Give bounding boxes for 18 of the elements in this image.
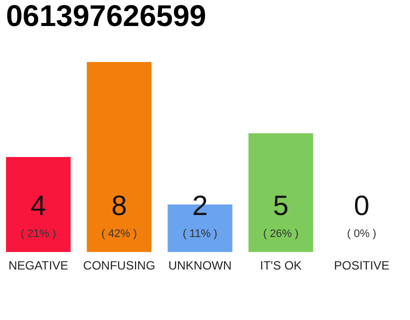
x-tick-label: POSITIVE [334, 258, 390, 272]
annotation: ( 11% ) [182, 228, 218, 240]
bar [248, 133, 314, 252]
data-label: 4 [30, 190, 46, 221]
data-label: 5 [273, 190, 289, 221]
x-tick-label: NEGATIVE [8, 258, 68, 272]
chart-title: 061397626599 [6, 0, 206, 33]
data-label: 0 [354, 190, 370, 221]
annotation: ( 42% ) [101, 228, 137, 240]
data-label: 8 [111, 190, 127, 221]
x-tick-label: IT'S OK [260, 258, 302, 272]
x-tick-label: UNKNOWN [168, 258, 232, 272]
bar [6, 157, 71, 252]
bar [86, 62, 152, 252]
annotation: ( 0% ) [346, 228, 376, 240]
x-tick-label: CONFUSING [83, 258, 156, 272]
annotation: ( 21% ) [20, 228, 56, 240]
annotation: ( 26% ) [263, 228, 299, 240]
